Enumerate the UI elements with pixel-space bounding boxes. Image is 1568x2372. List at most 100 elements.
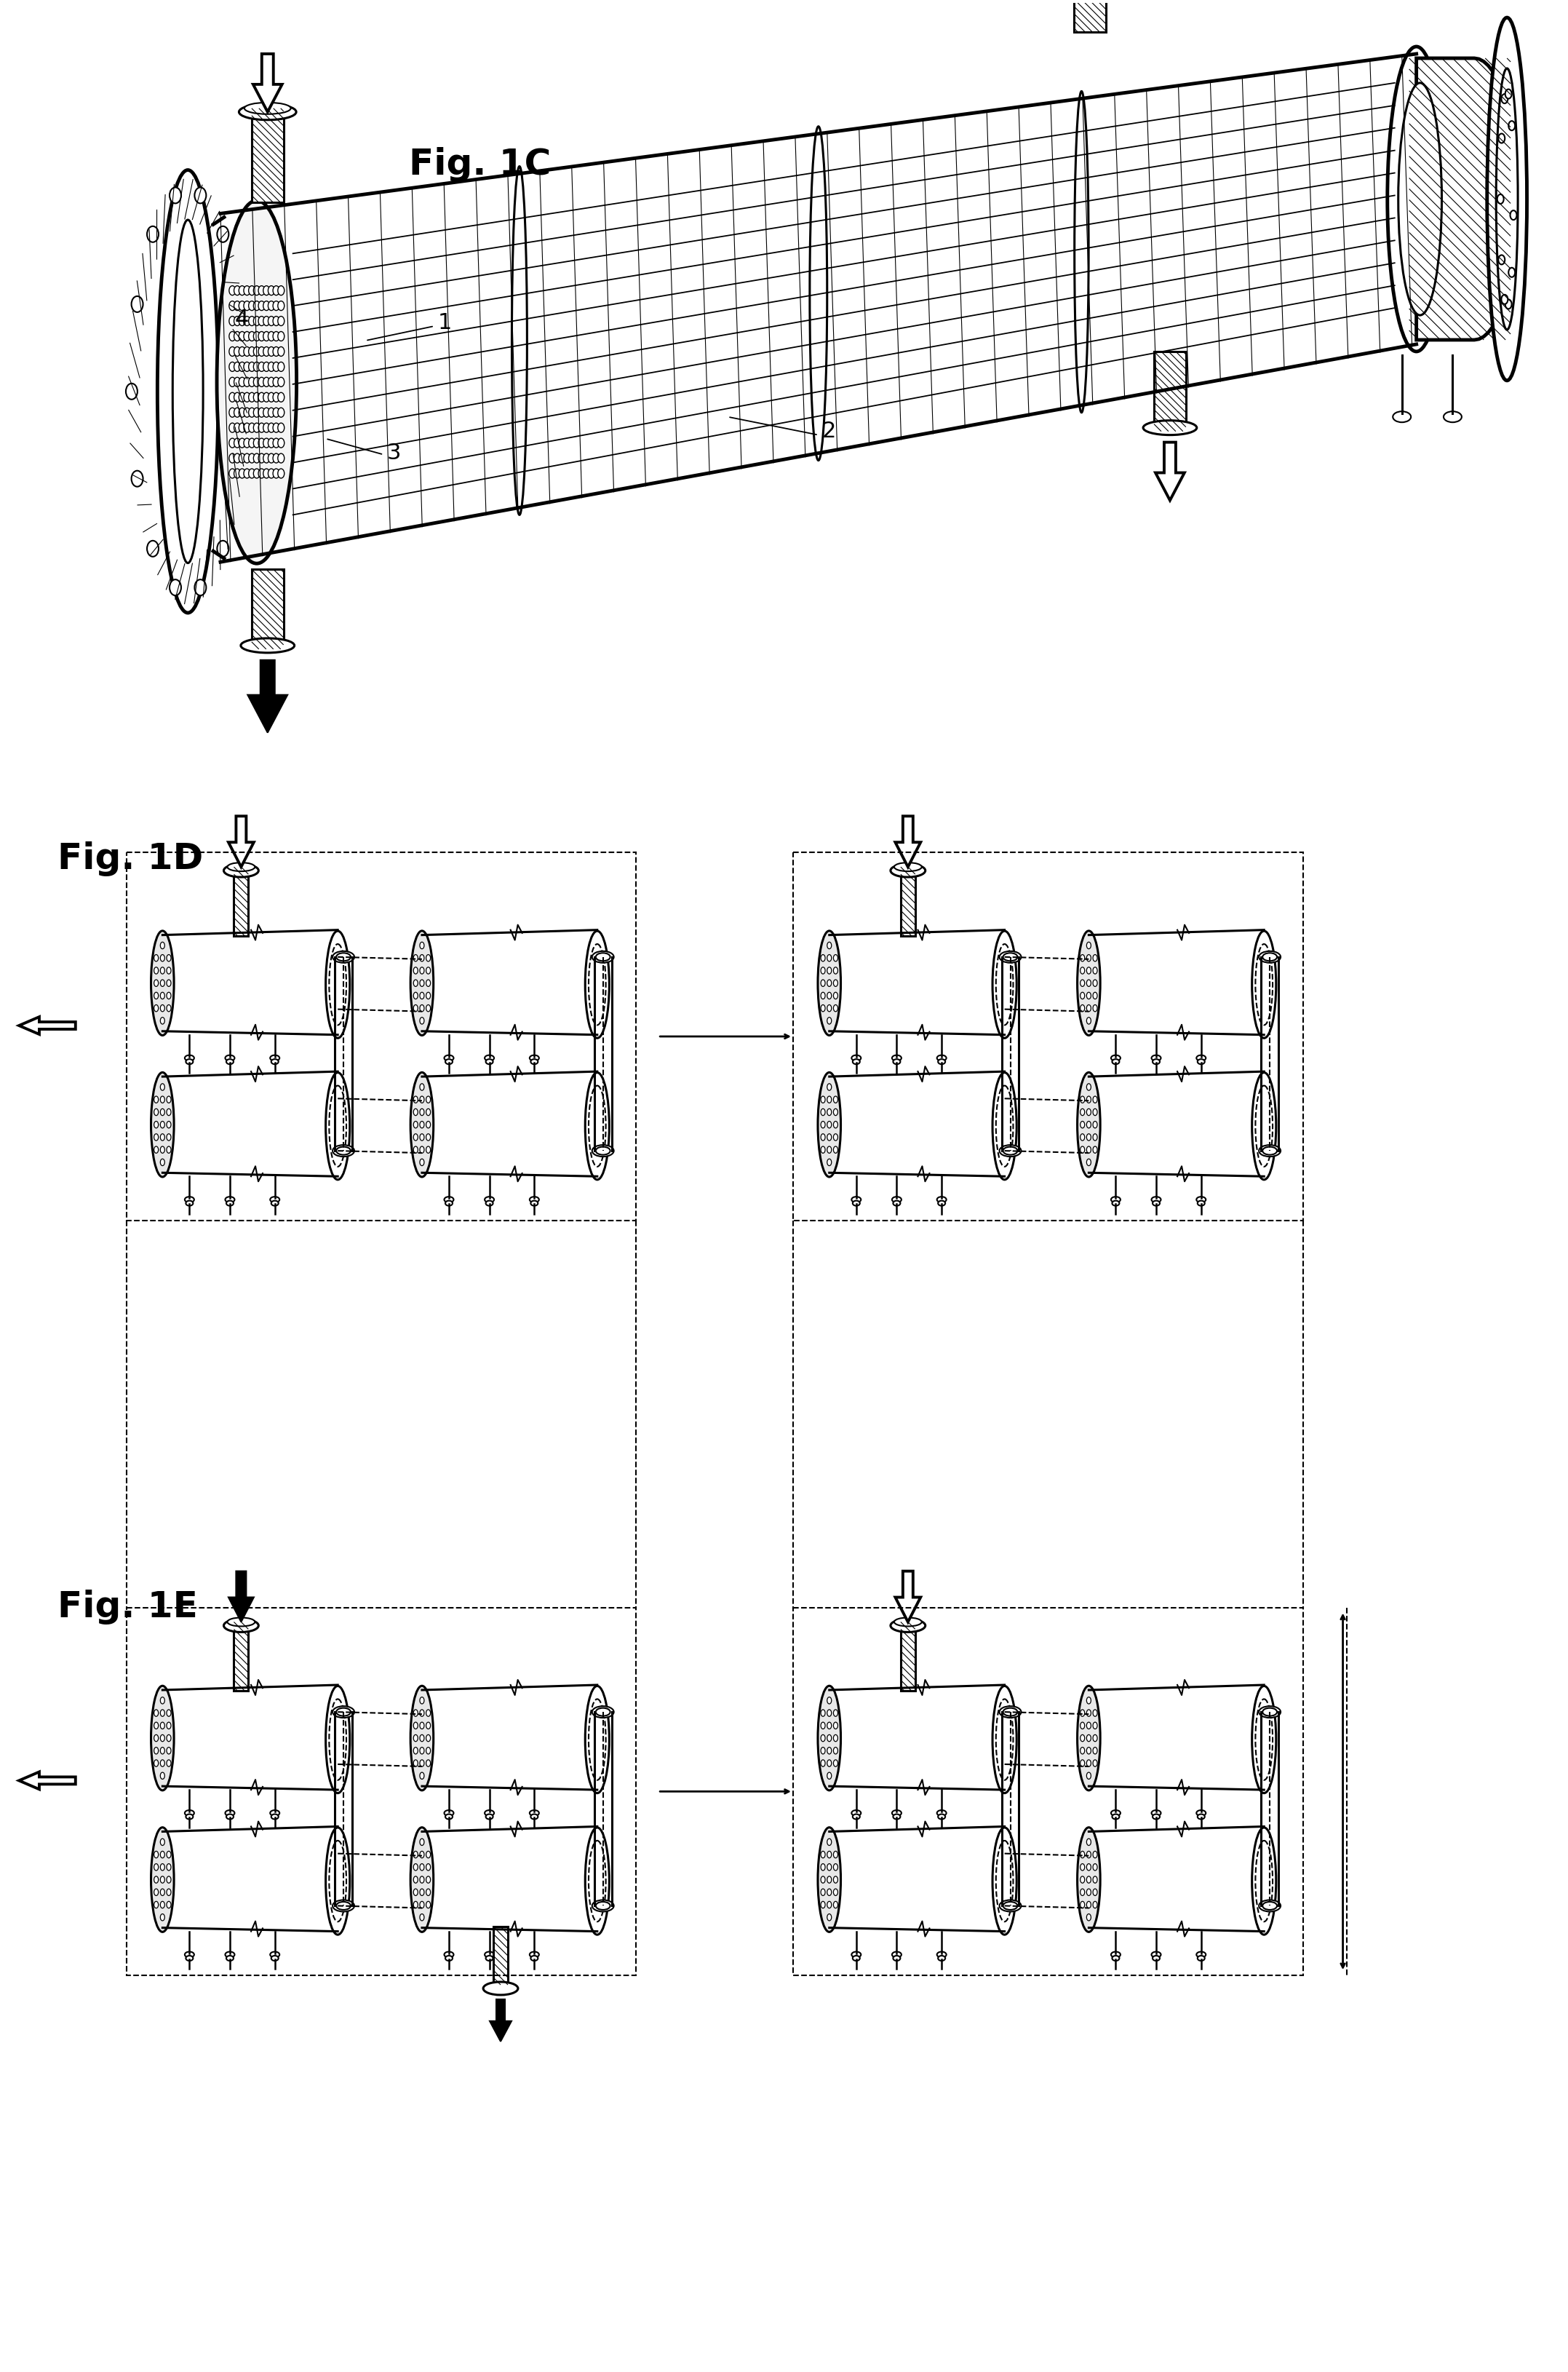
Ellipse shape [420,1760,425,1767]
Ellipse shape [826,968,831,975]
Ellipse shape [1262,1708,1276,1715]
Ellipse shape [245,102,290,114]
Ellipse shape [483,1983,517,1995]
Ellipse shape [132,296,143,313]
Ellipse shape [249,408,256,417]
Ellipse shape [1501,294,1508,304]
Ellipse shape [160,980,165,987]
Ellipse shape [414,1134,417,1141]
Ellipse shape [420,1838,425,1845]
Ellipse shape [259,377,265,387]
Ellipse shape [166,980,171,987]
Ellipse shape [194,187,205,204]
Ellipse shape [154,1096,158,1103]
Ellipse shape [263,470,270,479]
Ellipse shape [1496,69,1518,330]
Ellipse shape [1080,1734,1085,1741]
Ellipse shape [834,1134,837,1141]
Ellipse shape [1087,942,1091,949]
Ellipse shape [160,991,165,999]
Ellipse shape [420,1006,425,1010]
Ellipse shape [160,1006,165,1010]
Ellipse shape [166,1710,171,1717]
Ellipse shape [263,408,270,417]
Ellipse shape [414,1108,417,1115]
Ellipse shape [268,439,274,448]
Ellipse shape [1087,1876,1091,1883]
Ellipse shape [1093,1108,1098,1115]
Ellipse shape [336,1708,351,1715]
Ellipse shape [420,980,425,987]
Ellipse shape [234,332,240,342]
Ellipse shape [1080,1096,1085,1103]
Ellipse shape [1093,1864,1098,1872]
Ellipse shape [226,1198,235,1203]
Ellipse shape [938,1060,946,1065]
Ellipse shape [485,1810,494,1817]
Ellipse shape [243,377,251,387]
Ellipse shape [414,980,417,987]
Ellipse shape [414,1864,417,1872]
Ellipse shape [426,1850,431,1857]
Ellipse shape [420,1134,425,1141]
Ellipse shape [820,1734,825,1741]
Ellipse shape [154,991,158,999]
Ellipse shape [254,470,260,479]
Ellipse shape [938,1056,947,1060]
Ellipse shape [826,1748,831,1753]
Ellipse shape [820,1722,825,1729]
Text: Fig. 1E: Fig. 1E [58,1589,198,1625]
Polygon shape [252,55,282,111]
Ellipse shape [826,1134,831,1141]
Ellipse shape [249,439,256,448]
Ellipse shape [938,1952,947,1957]
Ellipse shape [132,470,143,486]
Ellipse shape [151,1686,174,1791]
Ellipse shape [1251,930,1276,1039]
Ellipse shape [187,1815,193,1819]
Ellipse shape [1093,1734,1098,1741]
Ellipse shape [332,1146,354,1158]
Ellipse shape [1004,1146,1018,1155]
Ellipse shape [1087,1006,1091,1010]
Ellipse shape [826,1850,831,1857]
Ellipse shape [243,332,251,342]
Ellipse shape [1087,1850,1091,1857]
Ellipse shape [160,1838,165,1845]
Ellipse shape [268,391,274,401]
Ellipse shape [414,1748,417,1753]
Ellipse shape [151,930,174,1034]
Ellipse shape [238,346,245,356]
Ellipse shape [1508,121,1515,130]
Ellipse shape [166,954,171,961]
Ellipse shape [154,1760,158,1767]
Text: Fig. 1C: Fig. 1C [409,147,550,183]
Ellipse shape [1112,1815,1120,1819]
Polygon shape [221,55,1416,562]
Ellipse shape [271,1200,279,1205]
Ellipse shape [185,1952,194,1957]
Ellipse shape [273,439,279,448]
Ellipse shape [1004,954,1018,961]
Ellipse shape [820,968,825,975]
Ellipse shape [999,1705,1021,1717]
Ellipse shape [1080,1748,1085,1753]
Ellipse shape [154,1146,158,1153]
Ellipse shape [1093,1146,1098,1153]
Bar [793,1608,1303,1976]
Ellipse shape [166,1734,171,1741]
Ellipse shape [154,1888,158,1895]
Ellipse shape [1505,90,1512,100]
Ellipse shape [160,1850,165,1857]
Ellipse shape [426,1722,431,1729]
Ellipse shape [336,1146,351,1155]
Ellipse shape [1074,90,1088,413]
Ellipse shape [892,1056,902,1060]
Ellipse shape [263,453,270,463]
Ellipse shape [1087,1122,1091,1129]
Ellipse shape [892,1198,902,1203]
Ellipse shape [851,1056,861,1060]
Text: 1: 1 [437,311,452,332]
Ellipse shape [411,1072,433,1177]
Ellipse shape [166,1902,171,1907]
